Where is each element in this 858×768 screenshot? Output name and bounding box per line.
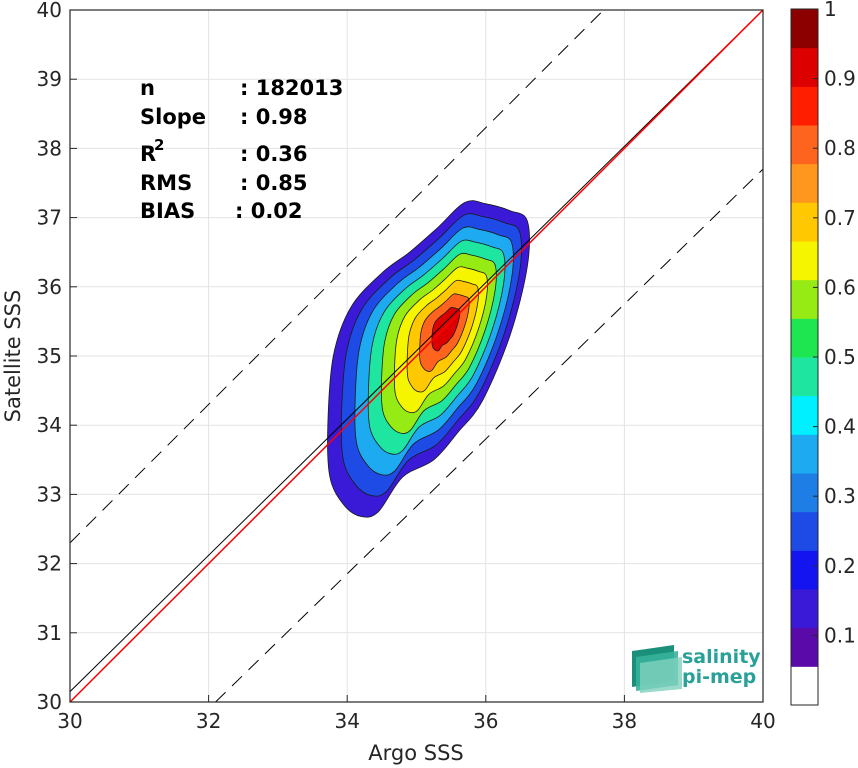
colorbar-segment: [791, 47, 818, 87]
y-tick-label: 37: [37, 206, 62, 230]
stat-label-superscript: 2: [154, 136, 164, 154]
lower-dashed-line: [215, 168, 763, 702]
stat-value: : 0.02: [235, 199, 303, 223]
y-tick-label: 35: [37, 344, 62, 368]
y-tick-label: 34: [37, 413, 62, 437]
logo-line1: salinity: [682, 646, 761, 668]
colorbar-segment: [791, 357, 818, 397]
x-tick-label: 40: [750, 709, 775, 733]
x-tick-label: 34: [334, 709, 359, 733]
colorbar-segment: [791, 627, 818, 667]
stat-label: RMS: [140, 171, 192, 195]
y-tick-label: 31: [37, 621, 62, 645]
stat-value: : 0.85: [240, 171, 308, 195]
colorbar: 0.1 0.2 0.3 0.4 0.5 0.6 0.7 0.8 0.9 1: [790, 0, 856, 706]
colorbar-tick-label: 0.1: [824, 623, 856, 647]
y-tick-label: 36: [37, 275, 62, 299]
colorbar-segment: [791, 473, 818, 513]
colorbar-segment: [791, 9, 818, 49]
regression-line: [70, 10, 763, 702]
upper-dashed-line: [70, 10, 605, 544]
colorbar-tick-label: 0.4: [824, 415, 856, 439]
colorbar-tick-label: 0.3: [824, 484, 856, 508]
colorbar-tick-label: 0.2: [824, 554, 856, 578]
colorbar-segment: [791, 395, 818, 435]
colorbar-segment: [791, 434, 818, 474]
y-tick-label: 30: [37, 690, 62, 714]
colorbar-segment: [791, 589, 818, 629]
colorbar-segment: [791, 511, 818, 551]
logo-line2: pi-mep: [682, 666, 756, 688]
x-tick-label: 38: [612, 709, 637, 733]
stat-value: : 0.36: [240, 142, 308, 166]
colorbar-tick-label: 0.8: [824, 136, 856, 160]
colorbar-tick-label: 0.5: [824, 345, 856, 369]
colorbar-segment: [791, 163, 818, 203]
salinity-pi-mep-logo: salinity pi-mep: [632, 645, 761, 693]
colorbar-segment: [791, 202, 818, 242]
x-ticks: 30 32 34 36 38 40: [57, 695, 776, 733]
colorbar-segment: [791, 86, 818, 126]
colorbar-tick-label: 0.9: [824, 67, 856, 91]
y-ticks: 30 31 32 33 34 35 36 37 38 39 40: [37, 0, 77, 714]
density-contours: [327, 200, 530, 518]
y-tick-label: 40: [37, 0, 62, 22]
stats-box: n : 182013 Slope : 0.98 R2 : 0.36 RMS : 0.85 BIA…: [140, 76, 343, 223]
colorbar-segment: [791, 318, 818, 358]
x-axis-label: Argo SSS: [368, 741, 463, 765]
y-tick-label: 38: [37, 136, 62, 160]
y-axis-label: Satellite SSS: [1, 290, 25, 423]
stat-value: : 0.98: [240, 105, 308, 129]
y-tick-label: 33: [37, 482, 62, 506]
colorbar-segment: [791, 125, 818, 165]
stat-label: Slope: [140, 105, 206, 129]
y-tick-label: 32: [37, 552, 62, 576]
reference-lines: [70, 10, 763, 702]
colorbar-tick-label: 1: [824, 0, 837, 21]
x-tick-label: 32: [196, 709, 221, 733]
colorbar-tick-label: 0.7: [824, 206, 856, 230]
stat-label: BIAS: [140, 199, 195, 223]
colorbar-segment: [791, 279, 818, 319]
colorbar-segment: [791, 241, 818, 281]
colorbar-tick-label: 0.6: [824, 275, 856, 299]
x-tick-label: 30: [57, 709, 82, 733]
one-to-one-line: [70, 10, 763, 692]
stat-value: : 182013: [240, 76, 343, 100]
colorbar-segment: [791, 550, 818, 590]
stat-label: R: [140, 142, 156, 166]
y-tick-label: 39: [37, 67, 62, 91]
x-tick-label: 36: [473, 709, 498, 733]
stat-label: n: [140, 76, 155, 100]
colorbar-segment: [791, 666, 818, 706]
